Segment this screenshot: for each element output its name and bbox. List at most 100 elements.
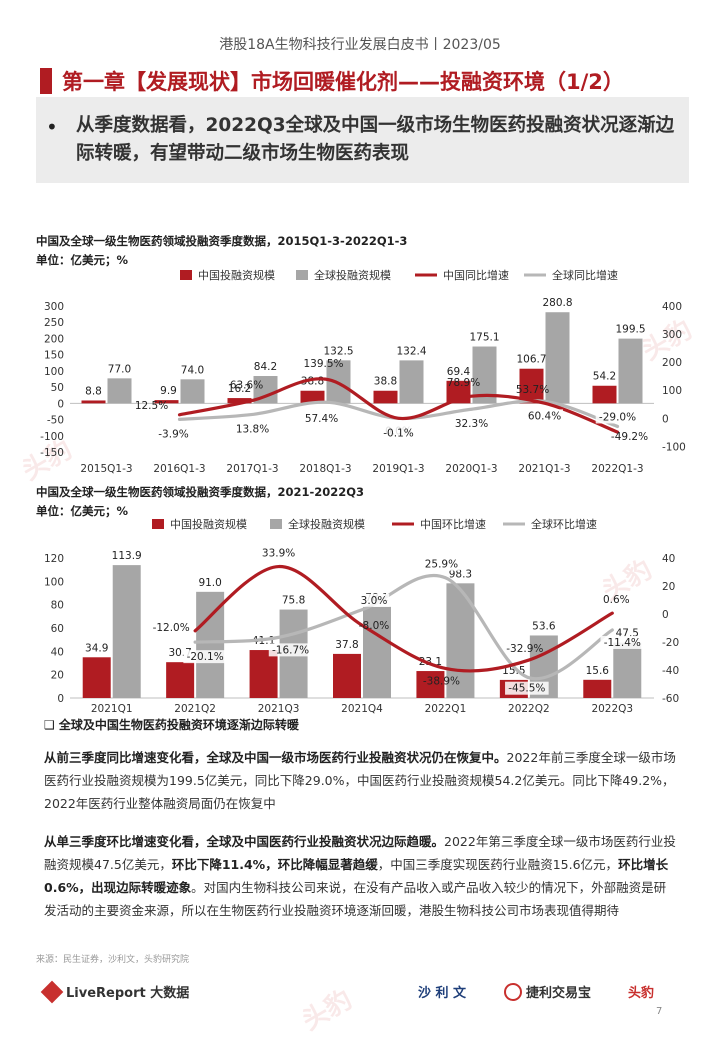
china-scale-label: 9.9: [160, 385, 177, 397]
china-growth-label: 78.9%: [447, 377, 480, 389]
china-growth-label: 63.6%: [230, 379, 263, 391]
global-scale-bar: [107, 378, 132, 404]
china-growth-label: -49.2%: [611, 431, 648, 443]
right-axis-tick: 0: [662, 609, 669, 621]
global-growth-label-bg: [234, 422, 271, 436]
global-scale-label: 132.5: [323, 345, 353, 357]
china-growth-label: 0.6%: [603, 594, 630, 606]
china-growth-line: [193, 564, 614, 673]
global-scale-label: 280.8: [542, 297, 572, 309]
chart1-title: 中国及全球一级生物医药领域投融资季度数据，2015Q1-3-2022Q1-3: [36, 234, 408, 248]
left-axis-tick: 120: [44, 553, 64, 565]
legend-label-global-growth: 全球同比增速: [552, 268, 618, 282]
china-scale-bar: [416, 671, 445, 698]
left-axis-tick: 100: [44, 366, 64, 378]
jieli-logo: 捷利交易宝: [504, 982, 591, 1001]
legend-label-global-growth: 全球环比增速: [531, 517, 597, 531]
left-axis-tick: 200: [44, 333, 64, 345]
global-growth-label: 32.3%: [455, 418, 488, 430]
category-label: 2021Q1: [91, 703, 133, 715]
left-axis-tick: 0: [57, 693, 64, 705]
category-label: 2021Q1-3: [518, 463, 570, 475]
right-axis-tick: 100: [662, 385, 682, 397]
legend-swatch-china-scale: [152, 519, 164, 529]
shaliwen-logo: 沙 利 文: [418, 986, 467, 1001]
global-growth-label-bg: [595, 410, 640, 424]
paragraph-2: 从单三季度环比增速变化看，全球及中国医药行业投融资状况边际趋暖。2022年第三季…: [44, 830, 678, 922]
china-scale-label: 54.2: [593, 371, 616, 383]
legend-label-global-scale: 全球投融资规模: [314, 268, 391, 282]
para2-bold-3: 环比增长0.6%，出现边际转暖迹象: [44, 857, 669, 895]
legend-label-global-scale: 全球投融资规模: [288, 517, 365, 531]
global-growth-label-bg: [380, 426, 417, 440]
global-scale-bar: [618, 338, 643, 404]
legend-label-china-scale: 中国投融资规模: [170, 517, 247, 531]
chapter-title: 第一章【发展现状】市场回暖催化剂——投融资环境（1/2）: [62, 70, 624, 94]
para2-text-1: 2022年第三季度全球一级市场医药行业投融资规模47.5亿美元，: [44, 834, 676, 872]
category-label: 2021Q2: [174, 703, 216, 715]
global-scale-label: 113.9: [112, 550, 142, 562]
right-axis-tick: 0: [662, 413, 669, 425]
para2-bold-1: 从单三季度环比增速变化看，全球及中国医药行业投融资状况边际趋暖。: [44, 834, 445, 849]
legend-label-china-scale: 中国投融资规模: [198, 268, 275, 282]
china-scale-bar: [249, 650, 278, 698]
china-scale-label: 106.7: [516, 354, 546, 366]
chart2: 中国投融资规模 全球投融资规模 中国环比增速 全球环比增速 120 100 80 60 40 20…: [44, 517, 679, 715]
watermark: 头豹: [297, 984, 358, 1037]
left-axis-tick: 50: [51, 382, 64, 394]
summary-bullet: •: [46, 115, 58, 139]
category-label: 2019Q1-3: [372, 463, 424, 475]
liverport-text: LiveReport 大数据: [66, 986, 190, 1001]
global-growth-label-bg: [422, 557, 460, 571]
header-title: 港股18A生物科技行业发展白皮书丨2023/05: [219, 37, 501, 53]
chapter-heading: 第一章【发展现状】市场回暖催化剂——投融资环境（1/2）: [40, 64, 690, 98]
category-label: 2017Q1-3: [226, 463, 278, 475]
global-growth-label: 25.9%: [425, 559, 458, 571]
global-growth-label: 13.8%: [236, 423, 269, 435]
right-axis-tick: 400: [662, 301, 682, 313]
right-axis-tick: 200: [662, 357, 682, 369]
china-growth-line: [177, 377, 620, 434]
china-scale-bar: [300, 390, 325, 404]
right-axis-tick: 40: [662, 553, 675, 565]
china-scale-bar: [166, 662, 195, 698]
para2-bold-2: 环比下降11.4%，环比降幅显著趋缓: [171, 857, 378, 872]
china-scale-label: 38.8: [374, 376, 397, 388]
category-label: 2015Q1-3: [80, 463, 132, 475]
global-scale-label: 75.8: [282, 595, 305, 607]
category-label: 2018Q1-3: [299, 463, 351, 475]
global-scale-label: 175.1: [469, 332, 499, 344]
china-scale-bar: [592, 385, 617, 404]
china-scale-bar: [583, 679, 612, 698]
global-growth-label: -11.4%: [604, 637, 641, 649]
category-label: 2016Q1-3: [153, 463, 205, 475]
global-growth-label: -29.0%: [599, 411, 636, 423]
global-scale-label: 77.0: [108, 363, 131, 375]
global-scale-bar: [545, 312, 570, 404]
china-growth-label: 33.9%: [262, 548, 295, 560]
china-growth-label: 139.5%: [303, 358, 343, 370]
para2-text-2: ，中国三季度实现医药行业融资15.6亿元，: [377, 857, 619, 872]
left-axis-tick: 150: [44, 350, 64, 362]
jieli-text: 捷利交易宝: [526, 986, 592, 1001]
global-scale-bar: [399, 360, 424, 404]
category-label: 2020Q1-3: [445, 463, 497, 475]
china-scale-label: 69.4: [447, 366, 471, 378]
para1-text: 2022年前三季度全球一级市场医药行业投融资规模为199.5亿美元，同比下降29…: [44, 750, 676, 811]
legend-label-china-growth: 中国环比增速: [420, 517, 486, 531]
paragraph-1: 从前三季度同比增速变化看，全球及中国一级市场医药行业投融资状况仍在恢复中。202…: [44, 746, 678, 815]
china-scale-bar: [227, 398, 252, 404]
global-scale-label: 98.3: [449, 568, 472, 580]
liverport-logo: LiveReport 大数据: [40, 980, 190, 1004]
global-scale-bar: [613, 642, 642, 698]
global-growth-label: -45.5%: [508, 683, 545, 695]
page-number: 7: [656, 1006, 663, 1017]
global-scale-bar: [112, 565, 141, 698]
global-growth-label: 57.4%: [305, 413, 338, 425]
chapter-marker: [40, 68, 52, 94]
left-axis-tick: -150: [40, 447, 64, 459]
global-growth-label: -16.7%: [272, 644, 309, 656]
right-axis-tick: -40: [662, 665, 679, 677]
china-scale-bar: [373, 390, 398, 404]
left-axis-tick: 100: [44, 576, 64, 588]
